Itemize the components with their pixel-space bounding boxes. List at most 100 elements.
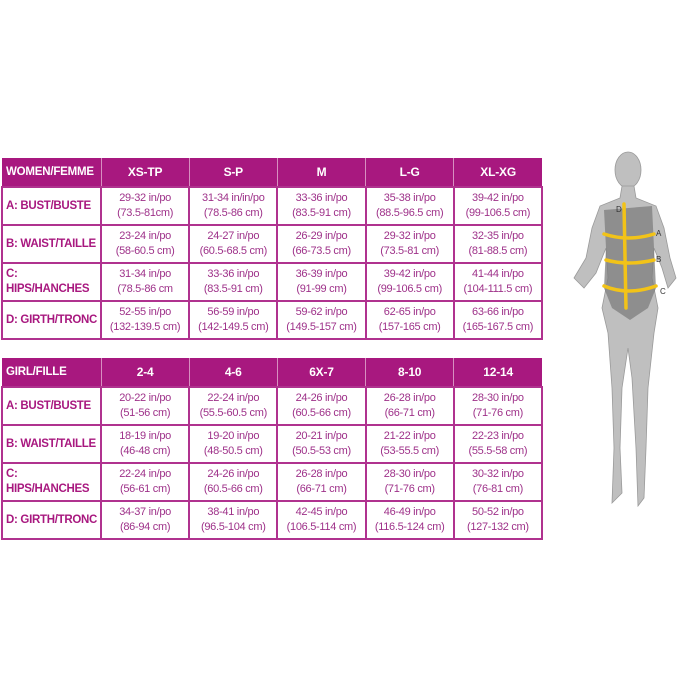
size-cell: 50-52 in/po (127-132 cm): [452, 500, 544, 540]
size-cell: 20-21 in/po (50.5-53 cm): [276, 424, 367, 464]
cm-value: (142-149.5 cm): [198, 321, 269, 333]
size-cell: 41-44 in/po (104-111.5 cm): [452, 262, 544, 302]
inches-value: 22-23 in/po: [472, 430, 524, 442]
size-cell: 22-24 in/po (56-61 cm): [99, 462, 191, 502]
size-cell: 26-28 in/po (66-71 cm): [276, 462, 367, 502]
inches-value: 24-27 in/po: [207, 230, 260, 242]
table-row: A: BUST/BUSTE 20-22 in/po (51-56 cm) 22-24 …: [1, 386, 544, 426]
header-row: WOMEN/FEMME XS-TP S-P M L-G XL-XG: [2, 158, 542, 187]
measurement-label: D: GIRTH/TRONC: [1, 500, 102, 540]
size-column-header: 4-6: [188, 358, 278, 387]
size-cell: 22-23 in/po (55.5-58 cm): [452, 424, 544, 464]
measurement-label: D: GIRTH/TRONC: [1, 300, 102, 340]
measurement-label: A: BUST/BUSTE: [1, 386, 102, 426]
inches-value: 36-39 in/po: [295, 268, 348, 280]
table-row: C: HIPS/HANCHES 31-34 in/po (78.5-86 cm 33-…: [1, 262, 544, 302]
cm-value: (86-94 cm): [120, 521, 171, 533]
inches-value: 63-66 in/po: [472, 306, 524, 318]
size-cell: 20-22 in/po (51-56 cm): [99, 386, 191, 426]
inches-value: 23-24 in/po: [119, 230, 171, 242]
size-column-header: 2-4: [100, 358, 190, 387]
inches-value: 31-34 in/in/po: [202, 192, 265, 204]
inches-value: 56-59 in/po: [207, 306, 260, 318]
cm-value: (51-56 cm): [120, 407, 171, 419]
size-cell: 32-35 in/po (81-88.5 cm): [452, 224, 544, 264]
cm-value: (71-76 cm): [472, 407, 523, 419]
inches-value: 38-41 in/po: [207, 506, 260, 518]
table-title: GIRL/FILLE: [2, 358, 101, 387]
size-column-header: 8-10: [365, 358, 454, 387]
size-cell: 24-26 in/po (60.5-66 cm): [188, 462, 279, 502]
size-cell: 52-55 in/po (132-139.5 cm): [99, 300, 191, 340]
size-cell: 59-62 in/po (149.5-157 cm): [276, 300, 367, 340]
cm-value: (91-99 cm): [296, 283, 347, 295]
inches-value: 22-24 in/po: [119, 468, 171, 480]
inches-value: 20-21 in/po: [295, 430, 348, 442]
size-cell: 33-36 in/po (83.5-91 cm): [188, 262, 279, 302]
size-column-header: XL-XG: [453, 158, 542, 187]
cm-value: (60.5-66 cm): [203, 483, 263, 495]
size-column-header: 6X-7: [276, 358, 366, 387]
measurement-label: B: WAIST/TAILLE: [1, 424, 102, 464]
header-row: GIRL/FILLE 2-4 4-6 6X-7 8-10 12-14: [2, 358, 542, 387]
inches-value: 21-22 in/po: [383, 430, 436, 442]
cm-value: (88.5-96.5 cm): [375, 207, 444, 219]
size-cell: 29-32 in/po (73.5-81 cm): [364, 224, 455, 264]
size-cell: 21-22 in/po (53-55.5 cm): [364, 424, 455, 464]
label-d: D: [616, 205, 622, 214]
cm-value: (78.5-86 cm): [203, 207, 263, 219]
inches-value: 18-19 in/po: [119, 430, 171, 442]
label-c: C: [660, 287, 666, 296]
size-cell: 24-27 in/po (60.5-68.5 cm): [188, 224, 279, 264]
cm-value: (73.5-81cm): [117, 207, 174, 219]
size-column-header: XS-TP: [100, 158, 190, 187]
inches-value: 32-35 in/po: [472, 230, 524, 242]
cm-value: (55.5-60.5 cm): [199, 407, 268, 419]
cm-value: (66-71 cm): [296, 483, 347, 495]
size-cell: 33-36 in/po (83.5-91 cm): [276, 186, 367, 226]
inches-value: 28-30 in/po: [472, 392, 524, 404]
cm-value: (56-61 cm): [120, 483, 171, 495]
inches-value: 41-44 in/po: [472, 268, 524, 280]
cm-value: (48-50.5 cm): [203, 445, 263, 457]
inches-value: 46-49 in/po: [383, 506, 436, 518]
cm-value: (66-73.5 cm): [292, 245, 351, 257]
cm-value: (127-132 cm): [466, 521, 529, 533]
cm-value: (55.5-58 cm): [468, 445, 528, 457]
cm-value: (71-76 cm): [384, 483, 435, 495]
size-cell: 30-32 in/po (76-81 cm): [452, 462, 544, 502]
cm-value: (50.5-53 cm): [292, 445, 351, 457]
inches-value: 42-45 in/po: [295, 506, 348, 518]
inches-value: 29-32 in/po: [119, 192, 171, 204]
cm-value: (104-111.5 cm): [463, 283, 533, 295]
cm-value: (99-106.5 cm): [377, 283, 442, 295]
size-cell: 31-34 in/po (78.5-86 cm: [99, 262, 191, 302]
size-cell: 39-42 in/po (99-106.5 cm): [364, 262, 455, 302]
cm-value: (78.5-86 cm: [117, 283, 173, 295]
cm-value: (46-48 cm): [120, 445, 171, 457]
cm-value: (83.5-91 cm): [203, 283, 263, 295]
size-cell: 18-19 in/po (46-48 cm): [99, 424, 191, 464]
inches-value: 28-30 in/po: [383, 468, 436, 480]
size-cell: 39-42 in/po (99-106.5 cm): [452, 186, 544, 226]
size-cell: 63-66 in/po (165-167.5 cm): [452, 300, 544, 340]
inches-value: 26-28 in/po: [295, 468, 348, 480]
size-cell: 38-41 in/po (96.5-104 cm): [188, 500, 279, 540]
cm-value: (132-139.5 cm): [109, 321, 181, 333]
measurement-label: B: WAIST/TAILLE: [1, 224, 102, 264]
cm-value: (66-71 cm): [384, 407, 435, 419]
inches-value: 26-29 in/po: [295, 230, 348, 242]
cm-value: (99-106.5 cm): [465, 207, 531, 219]
cm-value: (106.5-114 cm): [286, 521, 357, 533]
measuring-tape: [602, 202, 658, 310]
cm-value: (157-165 cm): [378, 321, 441, 333]
table-title: WOMEN/FEMME: [2, 158, 101, 187]
cm-value: (165-167.5 cm): [462, 321, 534, 333]
size-cell: 28-30 in/po (71-76 cm): [452, 386, 544, 426]
size-cell: 62-65 in/po (157-165 cm): [364, 300, 455, 340]
cm-value: (96.5-104 cm): [200, 521, 266, 533]
inches-value: 31-34 in/po: [119, 268, 171, 280]
size-cell: 29-32 in/po (73.5-81cm): [99, 186, 191, 226]
inches-value: 33-36 in/po: [207, 268, 260, 280]
inches-value: 39-42 in/po: [383, 268, 436, 280]
